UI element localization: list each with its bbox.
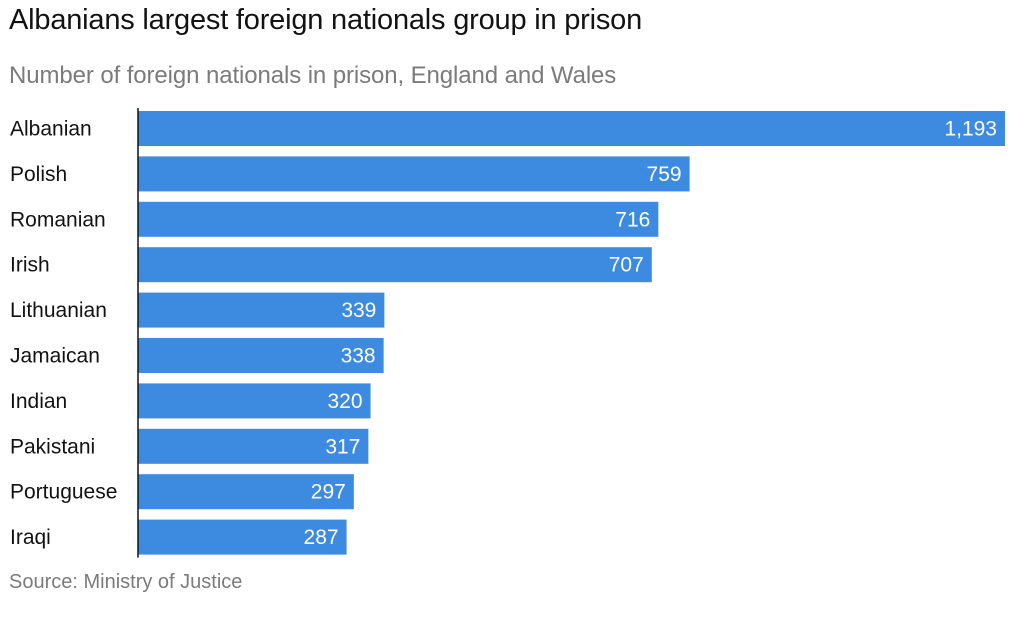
chart-title: Albanians largest foreign nationals grou… <box>9 4 643 36</box>
category-label-jamaican: Jamaican <box>10 345 100 368</box>
bar-indian <box>138 383 371 419</box>
source-note: Source: Ministry of Justice <box>9 571 243 593</box>
category-label-polish: Polish <box>10 163 67 186</box>
bar-polish <box>138 156 690 192</box>
bar-chart-svg: Albanian 1,193 Polish 759 Romanian 716 Irish 70… <box>10 108 1005 558</box>
value-label-lithuanian: 339 <box>341 299 376 322</box>
bar-jamaican <box>138 338 384 373</box>
category-label-romanian: Romanian <box>10 208 106 231</box>
chart-subtitle: Number of foreign nationals in prison, E… <box>9 62 617 89</box>
bar-lithuanian <box>138 292 385 328</box>
value-label-portuguese: 297 <box>311 481 346 504</box>
category-label-pakistani: Pakistani <box>10 435 95 458</box>
value-label-polish: 759 <box>647 163 682 186</box>
category-label-iraqi: Iraqi <box>10 526 51 549</box>
bar-portuguese <box>138 474 354 510</box>
value-label-albanian: 1,193 <box>944 118 997 141</box>
value-label-indian: 320 <box>328 390 363 413</box>
category-label-lithuanian: Lithuanian <box>10 299 107 322</box>
value-label-iraqi: 287 <box>304 526 339 549</box>
value-label-jamaican: 338 <box>341 345 376 368</box>
value-label-irish: 707 <box>609 254 644 277</box>
bar-chart: Albanian 1,193 Polish 759 Romanian 716 Irish 70… <box>0 108 1024 560</box>
bar-albanian <box>138 111 1005 146</box>
category-label-albanian: Albanian <box>10 118 92 141</box>
category-label-portuguese: Portuguese <box>10 481 117 504</box>
category-label-irish: Irish <box>10 254 50 277</box>
category-label-indian: Indian <box>10 390 67 413</box>
bar-iraqi <box>138 519 347 555</box>
bar-pakistani <box>138 428 369 464</box>
value-label-romanian: 716 <box>615 208 650 231</box>
bar-romanian <box>138 201 659 237</box>
value-label-pakistani: 317 <box>325 435 360 458</box>
bar-irish <box>138 247 652 283</box>
